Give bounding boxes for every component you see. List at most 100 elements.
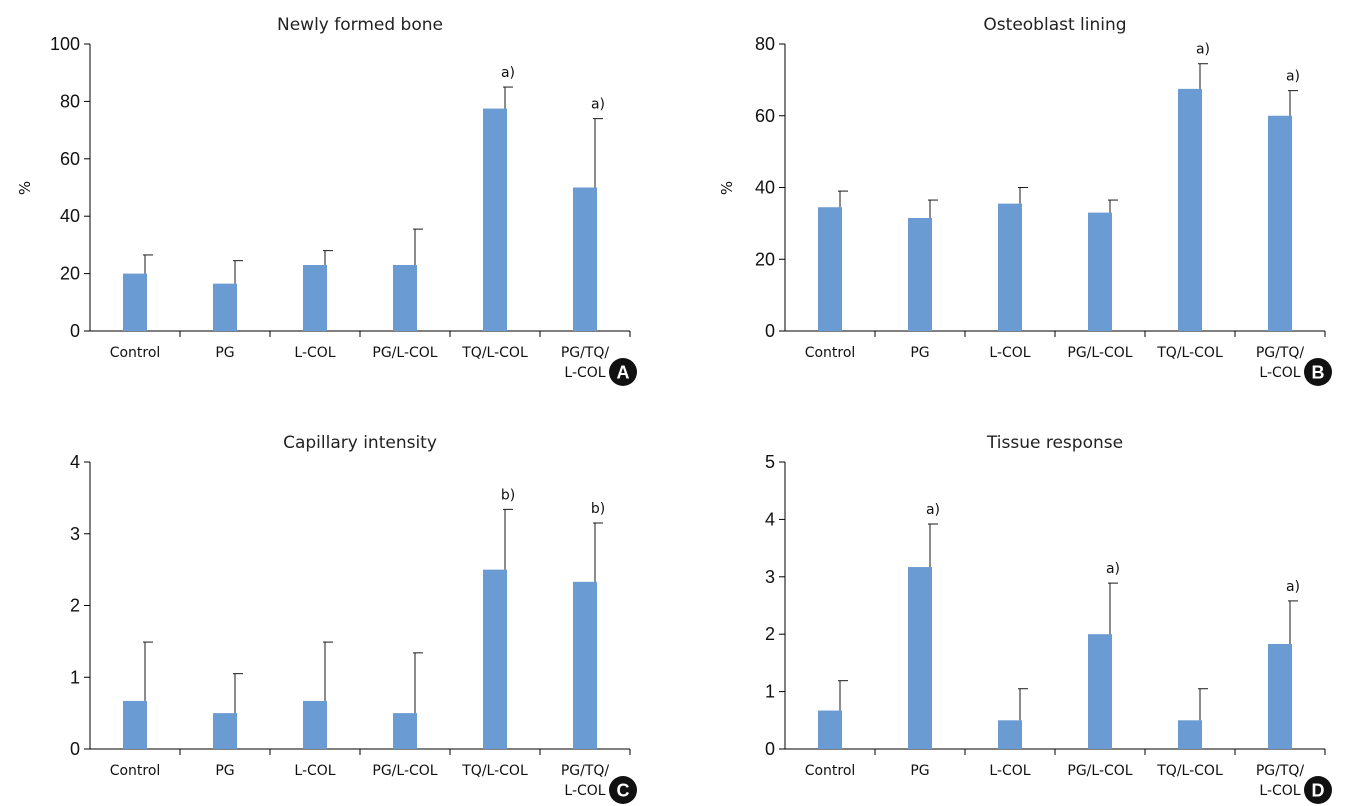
significance-label: b) (501, 487, 515, 503)
x-tick-label: PG/TQ/ (1256, 763, 1305, 779)
y-tick-label: 1 (70, 667, 80, 687)
y-axis-label: % (718, 181, 736, 195)
x-tick-label: PG (215, 763, 234, 779)
y-axis-label: % (16, 181, 34, 195)
y-tick-label: 80 (60, 91, 80, 111)
x-tick-label: L-COL (1259, 783, 1300, 799)
significance-label: a) (1286, 579, 1300, 595)
panel-badge-letter: D (1312, 781, 1325, 801)
chart-title: Capillary intensity (283, 433, 437, 453)
chart-panel-b: Osteoblast lining% 0 20 40 60 80 Control PG L-CO… (718, 15, 1332, 386)
x-tick-label: PG/TQ/ (1256, 345, 1305, 361)
bar (303, 264, 327, 331)
bar (1268, 115, 1292, 331)
bar (1088, 634, 1112, 749)
bar (303, 700, 327, 749)
panel-badge-letter: B (1312, 363, 1325, 383)
bar (123, 273, 147, 331)
bar (908, 217, 932, 331)
significance-label: a) (926, 502, 940, 518)
chart-title: Newly formed bone (277, 15, 443, 35)
x-tick-label: PG/L-COL (372, 763, 437, 779)
y-tick-label: 20 (755, 249, 775, 269)
panel-badge-circle (609, 776, 637, 804)
panel-badge-circle (1304, 358, 1332, 386)
bar (393, 264, 417, 331)
x-tick-label: Control (805, 345, 856, 361)
bar (908, 567, 932, 749)
y-tick-label: 40 (755, 178, 775, 198)
bar (483, 108, 507, 331)
significance-label: a) (1286, 69, 1300, 85)
x-tick-label: TQ/L-COL (461, 763, 528, 779)
x-tick-label: L-COL (989, 345, 1030, 361)
significance-label: a) (501, 65, 515, 81)
significance-label: a) (1196, 42, 1210, 58)
x-tick-label: L-COL (989, 763, 1030, 779)
y-tick-label: 40 (60, 206, 80, 226)
bar (213, 713, 237, 749)
significance-label: a) (1106, 561, 1120, 577)
bar (1178, 720, 1202, 749)
x-tick-label: Control (110, 345, 161, 361)
y-tick-label: 0 (765, 739, 775, 759)
x-tick-label: Control (110, 763, 161, 779)
panel-badge: B (1304, 358, 1332, 386)
y-tick-label: 3 (70, 524, 80, 544)
bar (573, 187, 597, 331)
x-tick-label: L-COL (564, 783, 605, 799)
significance-label: a) (591, 97, 605, 113)
x-tick-label: PG (910, 763, 929, 779)
bar (998, 720, 1022, 749)
y-tick-label: 20 (60, 264, 80, 284)
y-tick-label: 0 (70, 321, 80, 341)
panel-badge: C (609, 776, 637, 804)
x-tick-label: TQ/L-COL (1156, 345, 1223, 361)
panel-badge-circle (609, 358, 637, 386)
y-tick-label: 2 (765, 624, 775, 644)
chart-panel-a: Newly formed bone% 0 20 40 60 80 100 Control PG L… (16, 15, 637, 386)
bar (818, 207, 842, 331)
significance-label: b) (591, 501, 605, 517)
bar (998, 203, 1022, 331)
bar (573, 581, 597, 749)
x-tick-label: PG/L-COL (1067, 345, 1132, 361)
x-tick-label: L-COL (1259, 365, 1300, 381)
y-tick-label: 5 (765, 452, 775, 472)
x-tick-label: L-COL (564, 365, 605, 381)
panel-badge: D (1304, 776, 1332, 804)
y-tick-label: 2 (70, 596, 80, 616)
x-tick-label: Control (805, 763, 856, 779)
y-tick-label: 4 (70, 452, 80, 472)
x-tick-label: TQ/L-COL (461, 345, 528, 361)
panel-badge-letter: C (617, 781, 630, 801)
panel-badge-letter: A (617, 363, 630, 383)
bar (1178, 88, 1202, 331)
y-tick-label: 100 (50, 34, 80, 54)
x-tick-label: PG/TQ/ (561, 763, 610, 779)
chart-panel-d: Tissue response 0 1 2 3 4 5 Control a) PG L-COL a) P… (765, 433, 1332, 804)
y-tick-label: 3 (765, 567, 775, 587)
y-tick-label: 4 (765, 509, 775, 529)
bar (483, 569, 507, 749)
bar (1088, 212, 1112, 331)
x-tick-label: L-COL (294, 763, 335, 779)
x-tick-label: L-COL (294, 345, 335, 361)
bar (393, 713, 417, 749)
bar (213, 283, 237, 331)
y-tick-label: 80 (755, 34, 775, 54)
bar (818, 710, 842, 749)
x-tick-label: TQ/L-COL (1156, 763, 1223, 779)
x-tick-label: PG (910, 345, 929, 361)
y-tick-label: 0 (765, 321, 775, 341)
x-tick-label: PG/L-COL (372, 345, 437, 361)
y-tick-label: 60 (755, 106, 775, 126)
x-tick-label: PG/TQ/ (561, 345, 610, 361)
bar (123, 700, 147, 749)
bar (1268, 643, 1292, 749)
panel-badge-circle (1304, 776, 1332, 804)
x-tick-label: PG (215, 345, 234, 361)
chart-title: Tissue response (986, 433, 1123, 453)
panel-badge: A (609, 358, 637, 386)
